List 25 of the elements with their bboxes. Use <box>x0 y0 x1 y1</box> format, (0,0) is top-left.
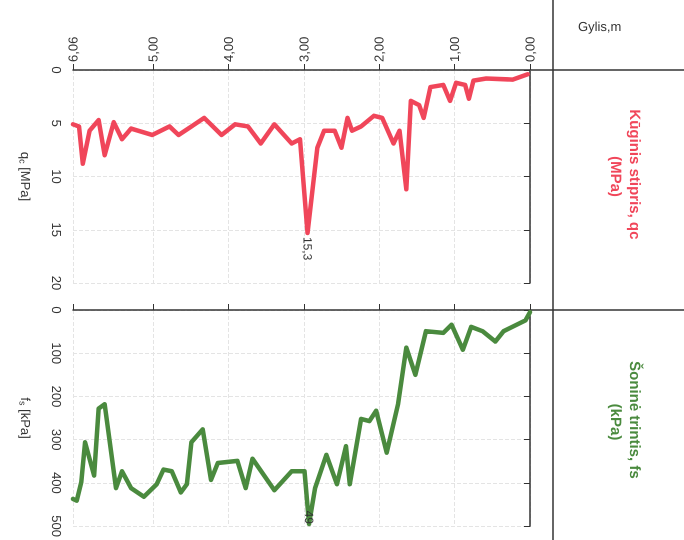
y-tick-label: 20 <box>49 276 64 290</box>
y-tick-label: 5 <box>49 120 64 127</box>
y-tick-label: 200 <box>49 386 64 408</box>
x-tick-label: 2,00 <box>372 36 387 62</box>
y-tick-label: 0 <box>49 306 64 314</box>
text: Šoninė trintis, fs (kPa) <box>607 361 644 483</box>
x-tick-label: 6,06 <box>66 36 80 62</box>
y-tick-label: 10 <box>49 169 64 184</box>
text: Kūginis stipris, qc (MPa) <box>607 109 643 244</box>
x-tick-label: 5,00 <box>145 36 160 62</box>
y-axis-title: qc [MPa] <box>18 152 33 202</box>
x-tick-label: 3,00 <box>296 36 312 62</box>
y-tick-label: 0 <box>49 66 64 74</box>
y-tick-label: 15 <box>49 222 64 237</box>
y-tick-label: 100 <box>49 342 64 364</box>
x-tick-label: 1,00 <box>447 36 462 62</box>
y-tick-label: 500 <box>49 515 64 538</box>
x-axis-title: Gylis,m <box>578 19 622 34</box>
annotation: 49 <box>302 510 316 524</box>
x-tick-label: 0,00 <box>522 36 538 62</box>
x-tick-label: 4,00 <box>220 36 236 62</box>
y-tick-label: 300 <box>49 428 64 451</box>
annotation: 15,3 <box>300 236 315 261</box>
y-axis-title: fs [kPa] <box>18 397 33 439</box>
y-tick-label: 400 <box>49 472 64 494</box>
